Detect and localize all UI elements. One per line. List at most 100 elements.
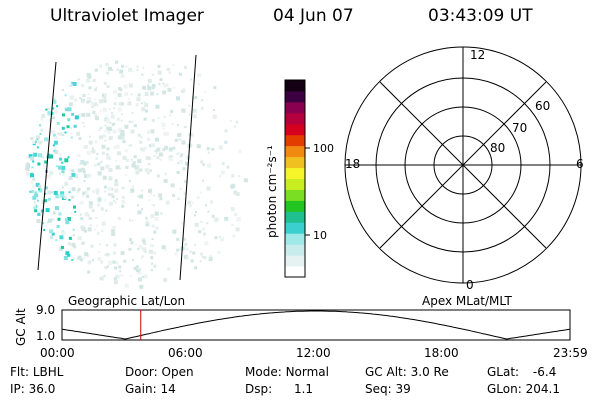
geo-pixel [122, 187, 125, 190]
geo-pixel [171, 122, 174, 125]
geo-pixel [41, 199, 46, 204]
geo-pixel [81, 113, 86, 117]
geo-pixel [104, 254, 107, 256]
geo-pixel [72, 82, 77, 86]
alt-plot-frame [61, 309, 571, 341]
geo-pixel [165, 83, 169, 87]
geo-pixel [77, 236, 82, 241]
geo-pixel [49, 154, 54, 159]
geo-pixel [194, 222, 199, 227]
geo-pixel [130, 120, 134, 124]
geo-pixel [107, 265, 109, 268]
geo-pixel [35, 141, 37, 143]
geo-pixel [42, 222, 45, 225]
geo-pixel [32, 160, 35, 163]
geo-pixel [141, 255, 144, 258]
geo-pixel [188, 104, 191, 107]
geo-pixel [103, 99, 107, 103]
geo-pixel [200, 220, 203, 223]
geo-pixel [38, 188, 43, 193]
geo-pixel [145, 222, 150, 227]
geo-pixel [121, 102, 124, 106]
geo-pixel [145, 109, 148, 113]
geo-pixel [170, 183, 175, 188]
lat-label-60: 60 [535, 99, 550, 113]
geo-pixel [107, 193, 111, 196]
geo-pixel [190, 259, 194, 263]
geo-pixel [57, 217, 61, 221]
geo-pixel [64, 181, 69, 186]
geo-pixel [176, 171, 180, 174]
geo-pixel [104, 266, 108, 270]
geo-pixel [147, 86, 152, 91]
geo-pixel [141, 276, 144, 278]
colorbar-label: photon cm⁻²s⁻¹ [265, 145, 279, 238]
geo-pixel [138, 271, 142, 275]
geo-pixel [136, 65, 139, 68]
geo-pixel [120, 274, 123, 277]
geo-pixel [65, 220, 70, 225]
geo-pixel [25, 171, 30, 176]
geo-pixel [80, 167, 85, 172]
colorbar [285, 80, 305, 278]
geo-pixel [113, 145, 117, 149]
geo-pixel [63, 196, 67, 200]
geo-pixel [162, 90, 167, 95]
geo-pixel [224, 219, 227, 222]
geo-pixel [104, 139, 107, 142]
geo-pixel [74, 174, 79, 179]
geo-pixel [52, 144, 55, 147]
geo-pixel [95, 86, 98, 89]
geo-pixel [92, 79, 96, 83]
geo-pixel [140, 208, 143, 211]
geo-pixel [47, 111, 52, 116]
alt-ylabel: GC Alt [14, 308, 28, 346]
geo-pixel [105, 63, 109, 67]
geo-pixel [121, 113, 123, 116]
info-flt: Flt: LBHL [10, 365, 64, 379]
geo-pixel [105, 118, 110, 123]
geo-pixel [113, 102, 117, 106]
geo-pixel [108, 260, 113, 265]
geo-pixel [162, 148, 166, 152]
geo-pixel [187, 200, 192, 205]
geo-pixel [116, 117, 120, 121]
geo-pixel [97, 232, 100, 235]
geo-pixel [114, 201, 117, 204]
geo-pixel [89, 224, 92, 227]
geo-pixel [130, 241, 134, 245]
geo-pixel [230, 207, 235, 212]
geo-pixel [36, 219, 41, 224]
info-dsp: Dsp: 1.1 [245, 382, 314, 396]
geo-pixel [47, 221, 50, 224]
geo-pixel [106, 155, 111, 160]
geo-pixel [102, 175, 107, 180]
geo-pixel [111, 69, 114, 72]
geo-pixel [80, 217, 84, 221]
geo-pixel [235, 121, 238, 124]
geo-pixel [68, 176, 73, 180]
geo-pixel [71, 172, 76, 177]
geo-pixel [151, 203, 154, 206]
geo-pixel [82, 170, 86, 174]
geo-pixel [214, 217, 219, 222]
geo-pixel [160, 212, 163, 215]
geo-pixel [87, 74, 92, 79]
geo-pixel [134, 166, 138, 170]
geo-pixel [117, 217, 121, 221]
geo-pixel [109, 108, 111, 111]
geo-pixel [137, 248, 140, 251]
geo-pixel [147, 137, 151, 141]
geo-pixel [157, 117, 160, 119]
geo-pixel [101, 151, 105, 155]
geo-pixel [48, 218, 52, 223]
info-seq: Seq: 39 [365, 382, 411, 396]
geo-pixel [64, 158, 69, 163]
geo-pixel [37, 212, 41, 216]
geo-left-boundary [37, 61, 57, 271]
geo-pixel [72, 257, 75, 260]
geo-pixel [163, 277, 168, 282]
geo-pixel [109, 121, 112, 124]
geo-pixel [69, 95, 74, 100]
geo-pixel [157, 70, 162, 75]
